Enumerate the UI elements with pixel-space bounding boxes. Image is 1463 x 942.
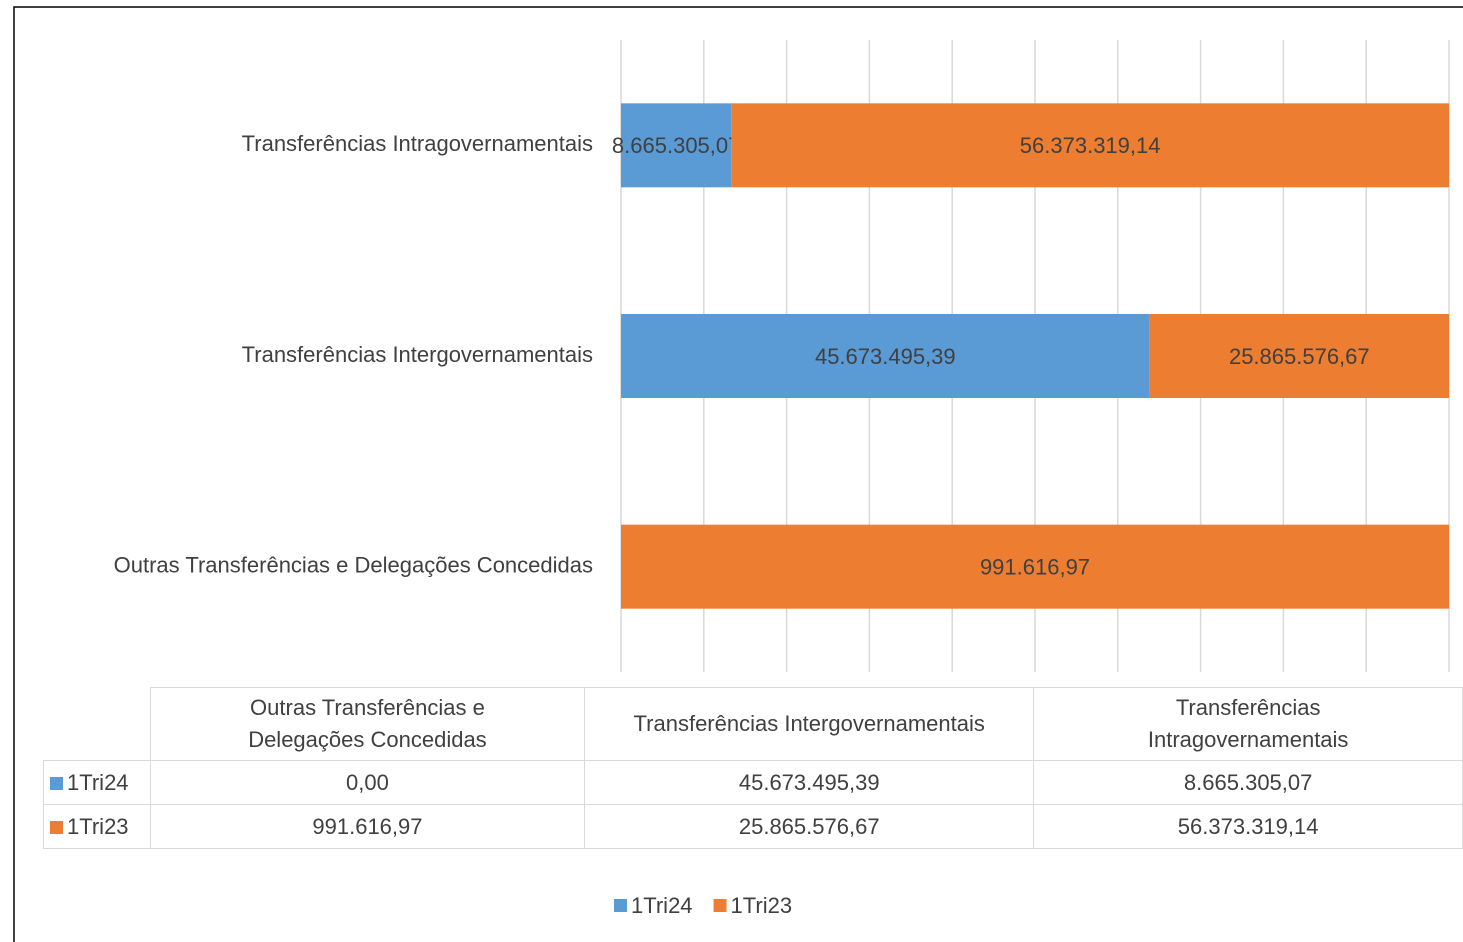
y-tick-label: Outras Transferências e Delegações Conce… <box>114 552 593 577</box>
table-cell: 0,00 <box>149 760 586 805</box>
data-label: 25.865.576,67 <box>1229 344 1370 369</box>
table-header: Transferências Intergovernamentais <box>584 687 1035 761</box>
bar-segment <box>621 103 732 188</box>
bar-segment <box>621 314 1150 398</box>
bar-segment <box>621 524 1449 609</box>
table-cell: 45.673.495,39 <box>584 760 1035 805</box>
table-cell: 56.373.319,14 <box>1033 804 1463 849</box>
table-cell: 8.665.305,07 <box>1033 760 1463 805</box>
series-name: 1Tri24 <box>67 769 129 795</box>
data-label: 8.665.305,07 <box>612 133 740 158</box>
series-name: 1Tri23 <box>67 813 129 839</box>
table-row: 1Tri23 991.616,97 25.865.576,67 56.373.319,… <box>43 804 1463 849</box>
table-header-row: Outras Transferências e Delegações Conce… <box>43 687 1463 761</box>
table-cell: 991.616,97 <box>149 804 586 849</box>
table-row: 1Tri24 0,00 45.673.495,39 8.665.305,07 <box>43 760 1463 805</box>
legend-label: 1Tri24 <box>631 893 693 918</box>
y-tick-label: Transferências Intragovernamentais <box>242 131 593 156</box>
legend-key <box>50 820 63 834</box>
bar-segment <box>1149 314 1449 398</box>
bar-segment <box>731 103 1449 188</box>
data-label: 56.373.319,14 <box>1020 133 1161 158</box>
data-label: 991.616,97 <box>980 554 1090 579</box>
table-header: Transferências Intragovernamentais <box>1033 687 1463 761</box>
table-row-header: 1Tri24 <box>43 760 151 805</box>
table-corner <box>43 687 151 761</box>
legend-swatch <box>614 899 627 912</box>
table-cell: 25.865.576,67 <box>584 804 1035 849</box>
data-table: Outras Transferências e Delegações Conce… <box>43 687 1463 849</box>
legend-label: 1Tri23 <box>731 893 793 918</box>
table-header: Outras Transferências e Delegações Conce… <box>149 687 586 761</box>
y-tick-label: Transferências Intergovernamentais <box>242 342 593 367</box>
legend-swatch <box>713 899 727 912</box>
legend-key <box>50 776 63 790</box>
data-label: 45.673.495,39 <box>815 344 956 369</box>
table-row-header: 1Tri23 <box>43 804 151 849</box>
